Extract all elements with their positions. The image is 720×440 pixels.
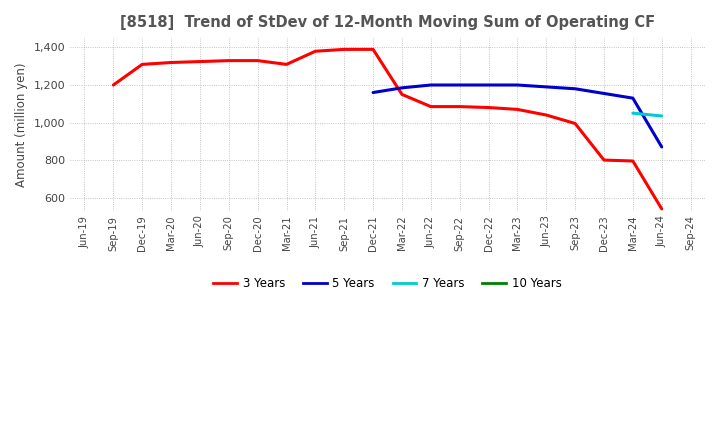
5 Years [600, 91, 608, 96]
3 Years [571, 121, 580, 126]
5 Years [426, 82, 435, 88]
3 Years [600, 158, 608, 163]
3 Years [282, 62, 291, 67]
Y-axis label: Amount (million yen): Amount (million yen) [15, 62, 28, 187]
Line: 3 Years: 3 Years [113, 49, 662, 209]
5 Years [513, 82, 522, 88]
3 Years [629, 158, 637, 164]
5 Years [542, 84, 551, 89]
3 Years [513, 107, 522, 112]
Line: 7 Years: 7 Years [633, 113, 662, 116]
3 Years [397, 92, 406, 97]
3 Years [167, 60, 176, 65]
3 Years [485, 105, 493, 110]
3 Years [138, 62, 146, 67]
3 Years [455, 104, 464, 109]
3 Years [657, 206, 666, 212]
Legend: 3 Years, 5 Years, 7 Years, 10 Years: 3 Years, 5 Years, 7 Years, 10 Years [209, 272, 567, 295]
3 Years [340, 47, 348, 52]
3 Years [542, 112, 551, 117]
5 Years [369, 90, 377, 95]
5 Years [657, 144, 666, 150]
3 Years [426, 104, 435, 109]
7 Years [629, 110, 637, 116]
5 Years [629, 95, 637, 101]
7 Years [657, 114, 666, 119]
Line: 5 Years: 5 Years [373, 85, 662, 147]
5 Years [485, 82, 493, 88]
5 Years [571, 86, 580, 92]
3 Years [225, 58, 233, 63]
3 Years [253, 58, 262, 63]
5 Years [455, 82, 464, 88]
Title: [8518]  Trend of StDev of 12-Month Moving Sum of Operating CF: [8518] Trend of StDev of 12-Month Moving… [120, 15, 655, 30]
3 Years [196, 59, 204, 64]
3 Years [369, 47, 377, 52]
3 Years [109, 82, 117, 88]
3 Years [311, 48, 320, 54]
5 Years [397, 85, 406, 91]
